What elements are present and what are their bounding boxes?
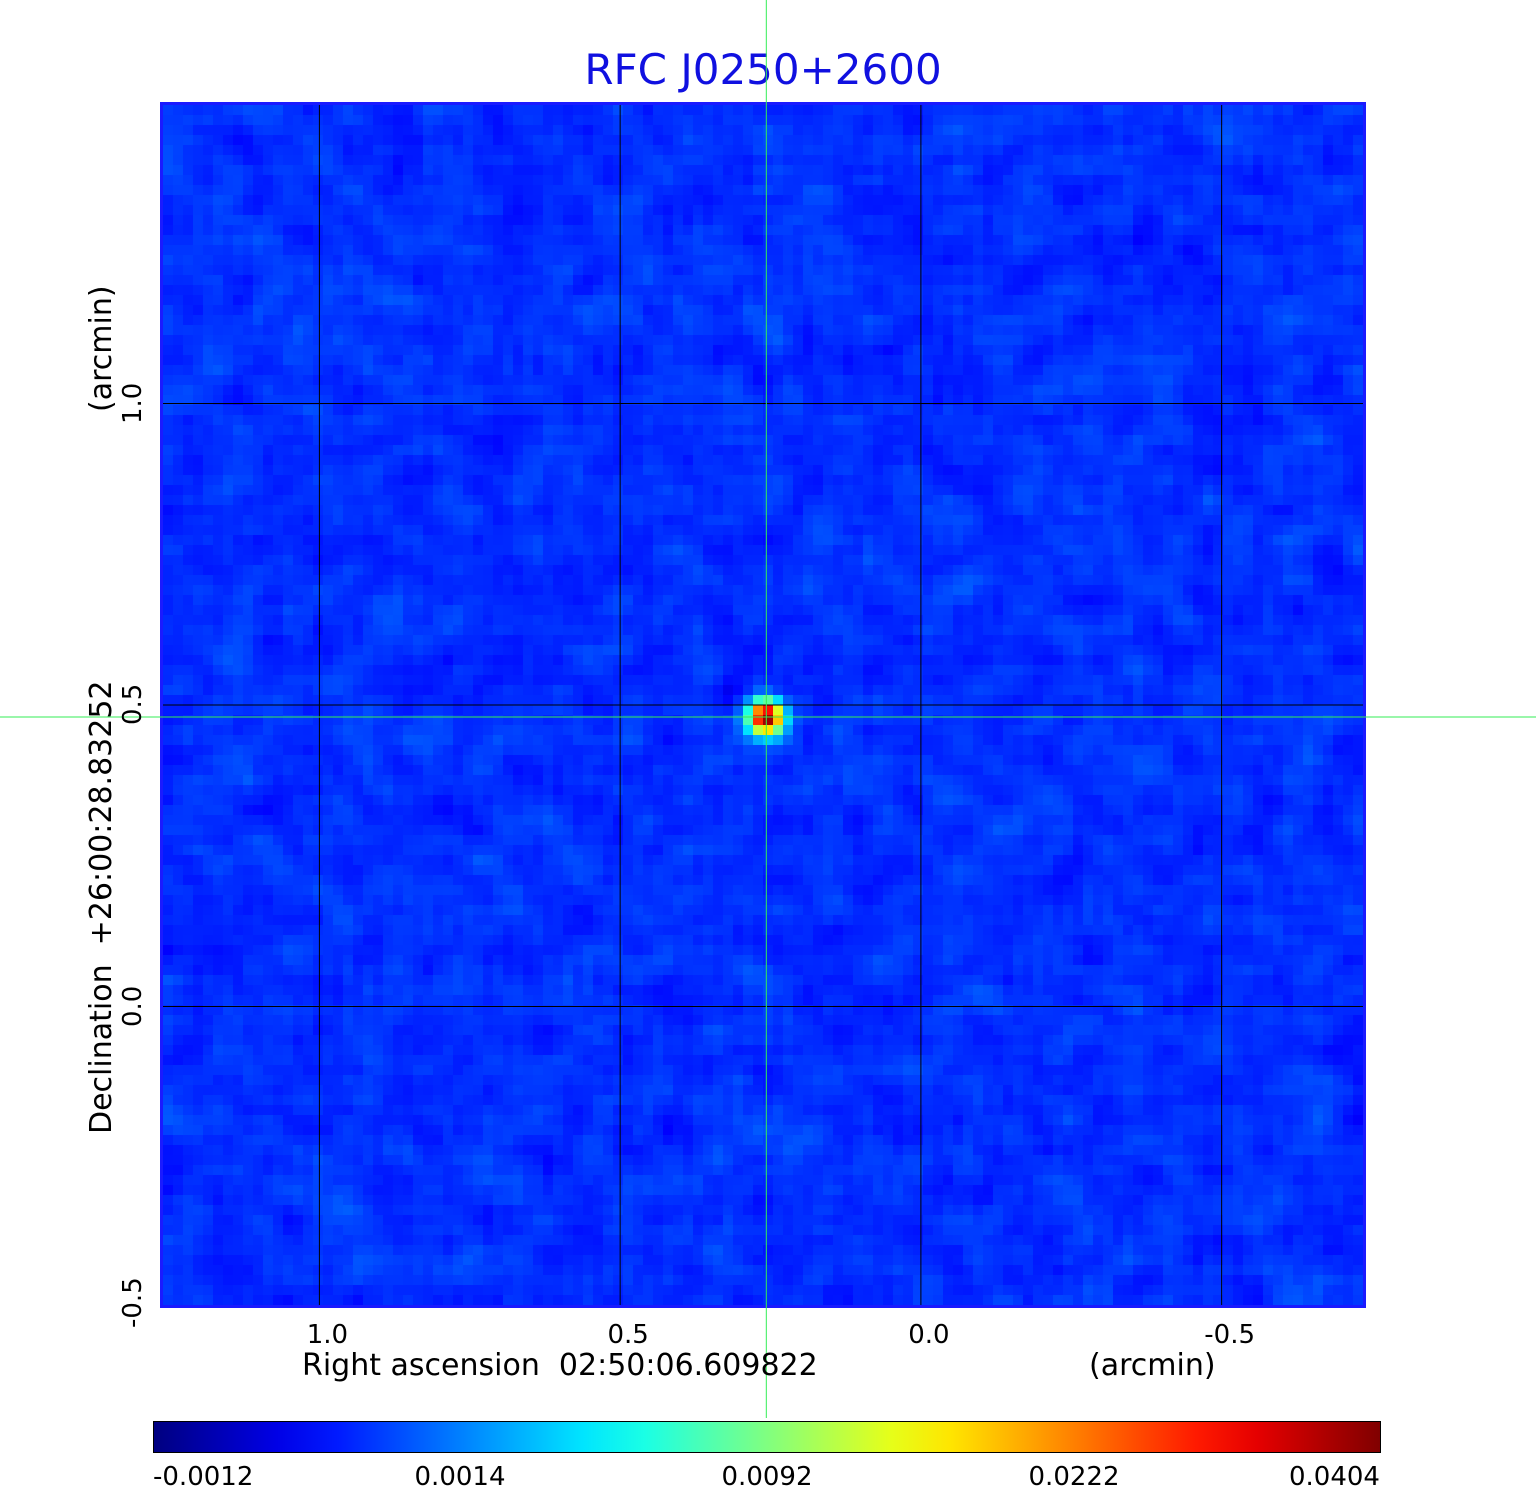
x-tick-label: -0.5 xyxy=(1204,1320,1256,1350)
y-axis-unit: (arcmin) xyxy=(84,285,119,412)
y-axis-label: Declination +26:00:28.83252 xyxy=(84,530,120,1134)
x-tick-label: 1.0 xyxy=(306,1320,349,1350)
colorbar-label: 0.0404 xyxy=(1289,1462,1380,1492)
colorbar xyxy=(153,1421,1381,1453)
colorbar-label: 0.0092 xyxy=(721,1462,813,1492)
image-plot-area[interactable] xyxy=(160,102,1366,1308)
coordinate-grid xyxy=(163,105,1363,1305)
chart-title: RFC J0250+2600 xyxy=(584,45,942,94)
x-tick-label: 0.5 xyxy=(607,1320,649,1350)
x-tick-label: 0.0 xyxy=(908,1320,950,1350)
y-axis-title: Declination +26:00:28.83252 xyxy=(84,680,119,1134)
y-tick-label: 0.0 xyxy=(118,985,148,1027)
y-tick-label: 0.5 xyxy=(118,683,148,725)
x-axis-unit: (arcmin) xyxy=(1089,1348,1216,1383)
colorbar-label: 0.0222 xyxy=(1028,1462,1120,1492)
y-tick-label: 1.0 xyxy=(118,382,148,424)
x-axis-label: Right ascension 02:50:06.609822 xyxy=(302,1348,818,1383)
colorbar-label: -0.0012 xyxy=(153,1462,254,1492)
colorbar-label: 0.0014 xyxy=(414,1462,506,1492)
y-tick-label: -0.5 xyxy=(118,1277,148,1328)
